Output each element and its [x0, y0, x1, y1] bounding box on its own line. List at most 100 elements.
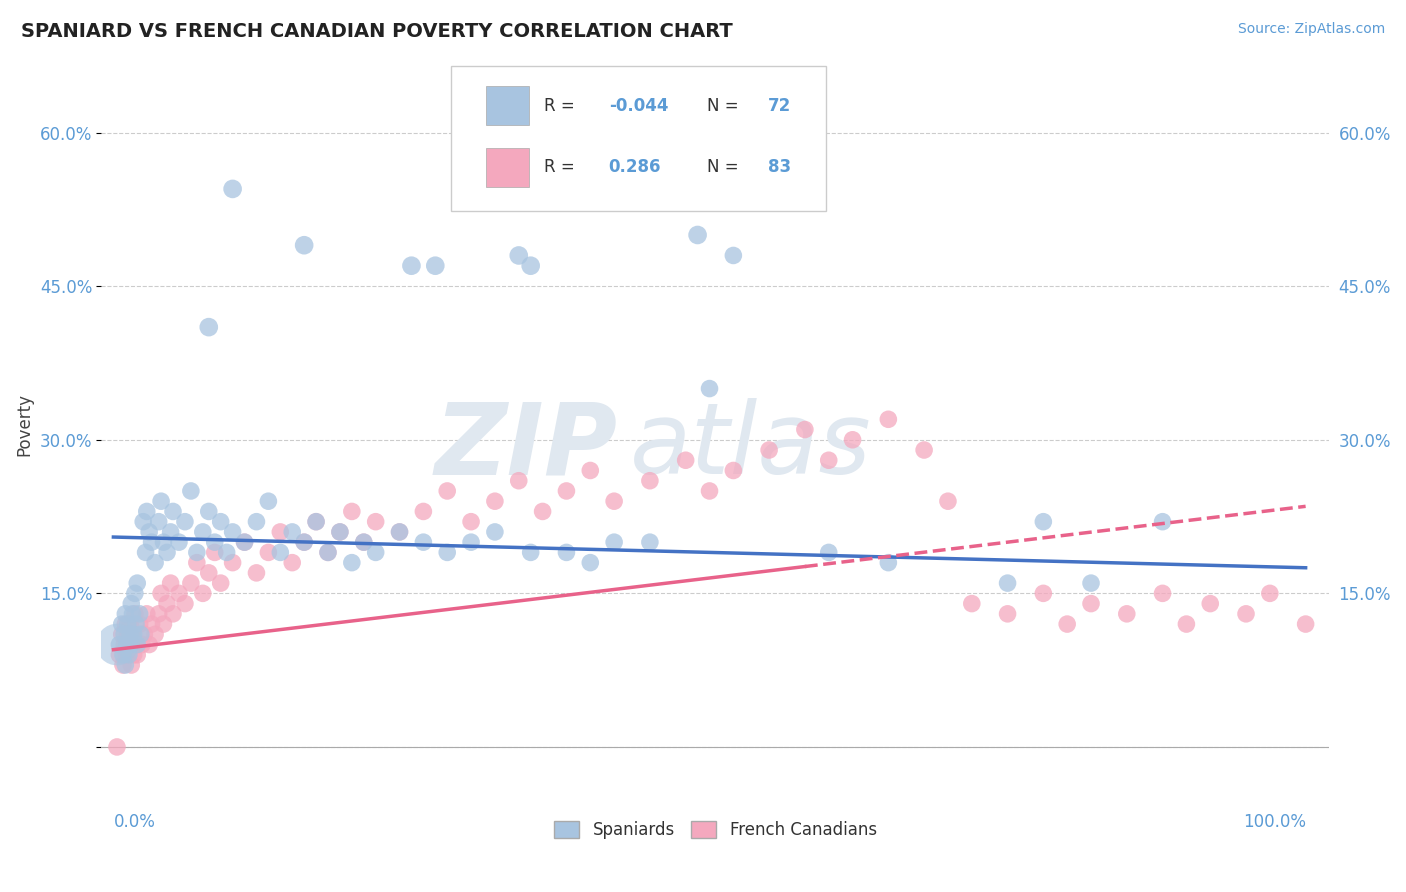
Point: [150, 586, 173, 600]
Point: [129, 627, 152, 641]
Point: [1032, 586, 1054, 600]
Point: [436, 545, 458, 559]
Point: [316, 545, 339, 559]
Point: [125, 617, 148, 632]
Point: [128, 607, 150, 621]
Point: [281, 524, 304, 539]
Point: [138, 638, 160, 652]
Point: [353, 535, 375, 549]
Point: [112, 638, 135, 652]
Point: [877, 556, 900, 570]
Point: [120, 638, 142, 652]
Point: [484, 494, 506, 508]
Point: [108, 638, 131, 652]
Point: [638, 535, 661, 549]
Point: [508, 248, 530, 262]
Point: [209, 576, 232, 591]
Point: [292, 238, 315, 252]
Point: [555, 545, 578, 559]
Point: [508, 474, 530, 488]
Point: [1295, 617, 1317, 632]
Text: R =: R =: [544, 158, 579, 177]
Point: [699, 483, 721, 498]
Point: [519, 259, 541, 273]
Point: [292, 535, 315, 549]
Point: [148, 607, 170, 621]
Point: [117, 627, 139, 641]
Point: [425, 259, 447, 273]
Point: [141, 617, 163, 632]
Point: [221, 524, 243, 539]
Point: [519, 545, 541, 559]
Point: [305, 515, 328, 529]
Text: 100.0%: 100.0%: [1243, 814, 1306, 831]
Point: [245, 566, 267, 580]
Point: [127, 638, 149, 652]
Point: [1080, 576, 1102, 591]
Point: [111, 648, 134, 662]
Point: [156, 597, 179, 611]
Point: [121, 627, 143, 641]
Point: [152, 535, 174, 549]
Point: [135, 545, 157, 559]
Point: [124, 586, 146, 600]
Point: [143, 556, 166, 570]
Point: [135, 504, 157, 518]
Point: [135, 607, 157, 621]
Point: [401, 259, 423, 273]
Point: [1199, 597, 1222, 611]
Point: [120, 658, 142, 673]
Point: [167, 535, 190, 549]
Point: [699, 382, 721, 396]
Point: [215, 545, 238, 559]
Point: [124, 607, 146, 621]
Point: [197, 320, 219, 334]
Point: [1258, 586, 1281, 600]
Point: [1175, 617, 1198, 632]
Text: ZIP: ZIP: [434, 399, 617, 495]
Text: R =: R =: [544, 97, 579, 115]
Point: [120, 627, 142, 641]
Point: [128, 617, 150, 632]
FancyBboxPatch shape: [451, 66, 825, 211]
Point: [132, 515, 155, 529]
Text: 72: 72: [768, 97, 792, 115]
Point: [120, 597, 142, 611]
Text: atlas: atlas: [630, 399, 872, 495]
Point: [209, 515, 232, 529]
Point: [159, 576, 181, 591]
Point: [156, 545, 179, 559]
Point: [758, 442, 780, 457]
Text: SPANIARD VS FRENCH CANADIAN POVERTY CORRELATION CHART: SPANIARD VS FRENCH CANADIAN POVERTY CORR…: [21, 22, 733, 41]
Point: [141, 535, 163, 549]
Point: [305, 515, 328, 529]
Point: [340, 556, 363, 570]
Point: [233, 535, 256, 549]
Point: [105, 739, 128, 754]
Point: [1152, 515, 1174, 529]
Point: [167, 586, 190, 600]
Point: [125, 638, 148, 652]
Point: [115, 638, 138, 652]
Point: [579, 556, 602, 570]
Point: [191, 586, 214, 600]
Point: [817, 545, 839, 559]
Point: [204, 535, 226, 549]
Point: [603, 494, 626, 508]
Point: [152, 617, 174, 632]
Text: 0.0%: 0.0%: [114, 814, 155, 831]
Point: [555, 483, 578, 498]
Point: [131, 638, 153, 652]
Point: [120, 617, 142, 632]
Point: [134, 627, 156, 641]
Point: [174, 597, 197, 611]
Point: [180, 576, 202, 591]
Point: [221, 556, 243, 570]
Text: 83: 83: [768, 158, 792, 177]
Point: [675, 453, 697, 467]
Point: [221, 182, 243, 196]
Point: [340, 504, 363, 518]
Point: [269, 524, 291, 539]
FancyBboxPatch shape: [486, 148, 529, 187]
Point: [1152, 586, 1174, 600]
